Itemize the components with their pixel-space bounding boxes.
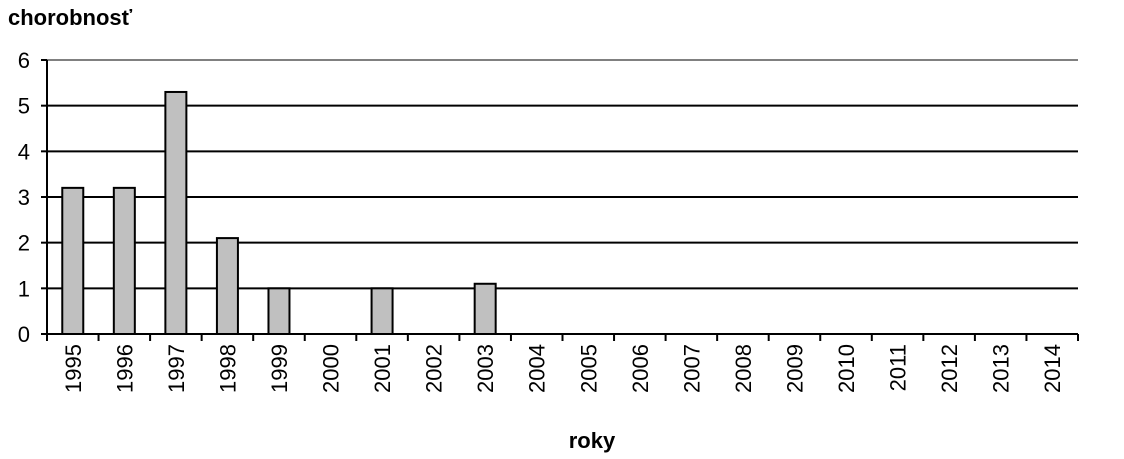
bar-2003: [473, 282, 497, 335]
x-tick-label-2001: 2001: [370, 344, 395, 393]
bar-2001: [370, 287, 394, 336]
bar-1997: [164, 90, 188, 336]
x-tick-label-2009: 2009: [782, 344, 807, 393]
x-tick-label-2007: 2007: [679, 344, 704, 393]
x-axis-title: roky: [569, 428, 616, 453]
y-tick-label: 0: [18, 322, 30, 347]
y-axis-title: chorobnosť: [8, 5, 133, 30]
bar-1998: [215, 237, 239, 336]
gridlines: [47, 59, 1078, 290]
x-tick-label-2011: 2011: [886, 344, 911, 391]
x-tick-label-2006: 2006: [628, 344, 653, 393]
y-tick-label: 5: [18, 94, 30, 119]
x-tick-label-2005: 2005: [576, 344, 601, 393]
bar-1995: [61, 186, 85, 335]
y-tick-labels: 0 1 2 3 4 5 6: [18, 48, 30, 347]
x-tick-label-2002: 2002: [422, 344, 447, 393]
y-tick-label: 3: [18, 185, 30, 210]
x-tick-label-1997: 1997: [164, 344, 189, 393]
y-tick-label: 4: [18, 139, 30, 164]
x-tick-label-1998: 1998: [215, 344, 240, 393]
x-tick-label-1999: 1999: [267, 344, 292, 393]
x-tick-label-2004: 2004: [525, 344, 550, 393]
x-tick-label-1996: 1996: [112, 344, 137, 393]
x-tick-label-2000: 2000: [319, 344, 344, 393]
x-tick-label-1995: 1995: [61, 344, 86, 393]
axes: [41, 59, 1079, 341]
bar-1996: [112, 186, 136, 335]
x-tick-label-2014: 2014: [1040, 344, 1065, 393]
x-tick-label-2010: 2010: [834, 344, 859, 393]
bars: [61, 90, 497, 336]
bar-1999: [267, 287, 291, 336]
x-tick-labels: 1995 1996 1997 1998 1999 2000 2001 2002 2003 2004…: [61, 344, 1065, 393]
x-tick-label-2012: 2012: [937, 344, 962, 393]
x-tick-label-2003: 2003: [473, 344, 498, 393]
x-tick-label-2008: 2008: [731, 344, 756, 393]
y-tick-label: 6: [18, 48, 30, 73]
y-tick-label: 1: [18, 276, 30, 301]
y-tick-label: 2: [18, 231, 30, 256]
x-tick-label-2013: 2013: [989, 344, 1014, 393]
